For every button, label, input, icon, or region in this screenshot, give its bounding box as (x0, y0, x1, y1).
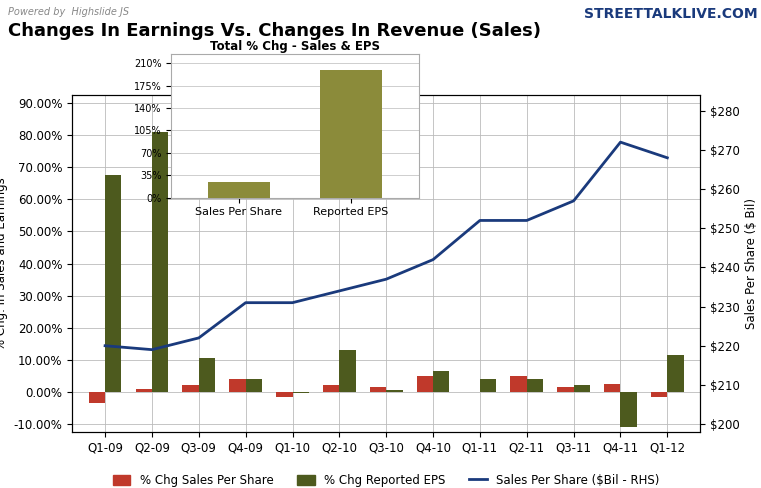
Bar (323, 386, 339, 392)
Bar (527, 379, 543, 392)
Bar (276, 392, 292, 397)
Bar (433, 371, 450, 392)
Bar (246, 379, 262, 392)
Bar (292, 392, 309, 393)
Text: STREETTALKLIVE.COM: STREETTALKLIVE.COM (584, 7, 757, 21)
Text: Changes In Earnings Vs. Changes In Revenue (Sales): Changes In Earnings Vs. Changes In Reven… (8, 22, 540, 40)
Bar (651, 392, 667, 397)
Bar (208, 182, 269, 198)
Legend: % Chg Sales Per Share, % Chg Reported EPS, Sales Per Share ($Bil - RHS): % Chg Sales Per Share, % Chg Reported EP… (108, 469, 664, 488)
Bar (604, 384, 620, 392)
Bar (620, 392, 637, 427)
Bar (480, 379, 496, 392)
Bar (199, 358, 215, 392)
Text: Powered by  Highslide JS: Powered by Highslide JS (8, 7, 129, 17)
Bar (183, 386, 199, 392)
Y-axis label: Sales Per Share ($ Bil): Sales Per Share ($ Bil) (745, 198, 758, 329)
Bar (574, 386, 590, 392)
Bar (152, 132, 168, 392)
Bar (667, 355, 683, 392)
Bar (89, 392, 105, 403)
Bar (417, 376, 433, 392)
Bar (370, 387, 386, 392)
Bar (135, 388, 152, 392)
Bar (229, 379, 246, 392)
Bar (339, 350, 355, 392)
Bar (386, 390, 403, 392)
Bar (557, 387, 574, 392)
Y-axis label: % Chg. In Sales and Earnings: % Chg. In Sales and Earnings (0, 177, 8, 350)
Bar (511, 376, 527, 392)
Bar (105, 175, 122, 392)
Title: Total % Chg - Sales & EPS: Total % Chg - Sales & EPS (210, 40, 380, 53)
Bar (320, 70, 382, 198)
